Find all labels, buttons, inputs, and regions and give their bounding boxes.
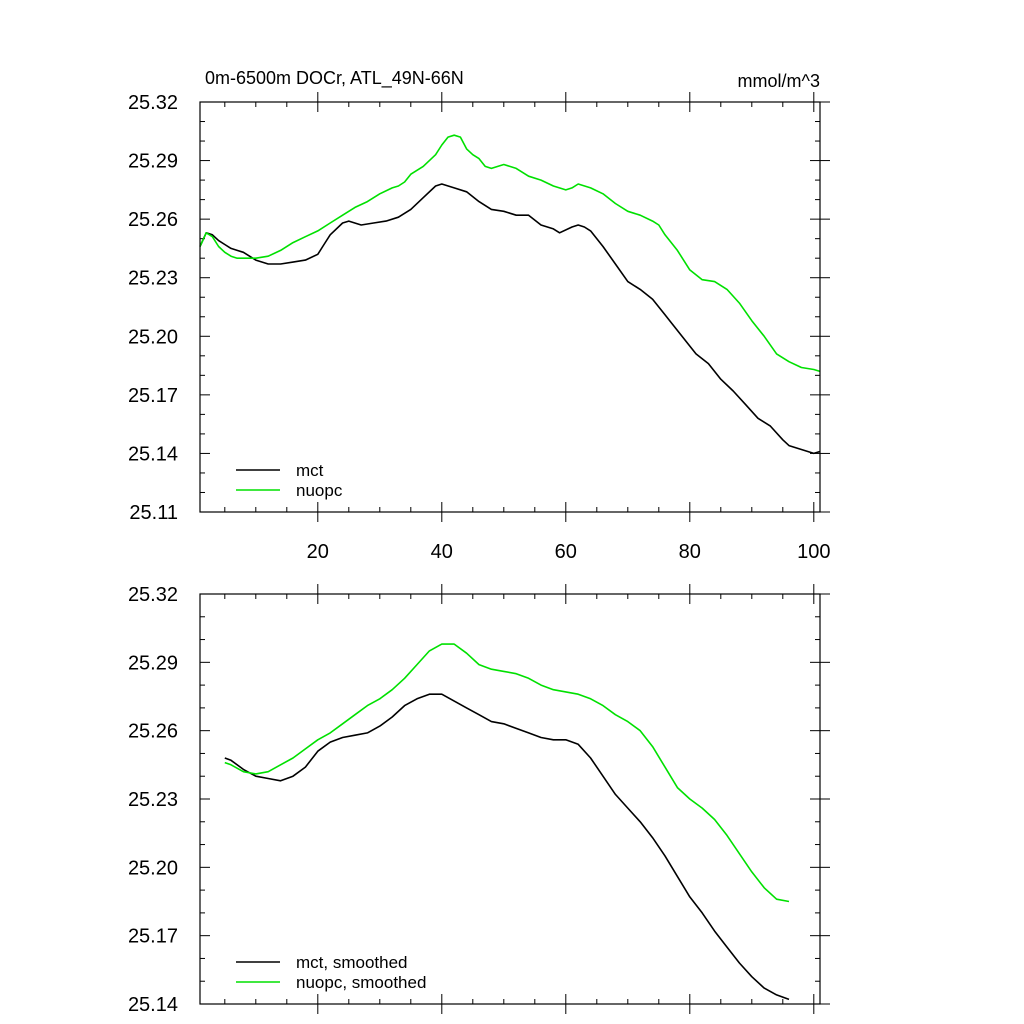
- x-tick-label: 80: [679, 541, 701, 563]
- series-line-nuopc-smoothed: [224, 643, 790, 903]
- x-tick-label: 100: [797, 541, 830, 563]
- units-label: mmol/m^3: [738, 71, 820, 91]
- series-line-mct-smoothed: [224, 693, 790, 1001]
- bottom-panel: 25.32 25.29 25.26 25.23 25.20 25.17 25.14 mct,…: [128, 584, 830, 1016]
- bottom-legend: mct, smoothed nuopc, smoothed: [236, 953, 426, 992]
- y-tick-label: 25.32: [128, 92, 178, 114]
- y-tick-label: 25.32: [128, 584, 178, 606]
- y-tick-label: 25.14: [128, 994, 178, 1016]
- y-tick-label: 25.17: [128, 926, 178, 948]
- legend-label-mct-smoothed: mct, smoothed: [296, 953, 408, 972]
- y-tick-label: 25.20: [128, 326, 178, 348]
- x-tick-label: 40: [431, 541, 453, 563]
- y-tick-label: 25.23: [128, 789, 178, 811]
- series-line-nuopc: [199, 134, 821, 373]
- bottom-plot-frame: [199, 593, 821, 1005]
- bottom-plot-lines: [224, 643, 790, 1001]
- top-legend: mct nuopc: [236, 461, 343, 500]
- y-tick-label: 25.11: [129, 502, 178, 524]
- top-ticks: 20 40 60 80 100 25.32 25.29 25.26 25.23 25.20 25.1…: [128, 92, 830, 563]
- legend-label-nuopc: nuopc: [296, 481, 343, 500]
- legend-label-nuopc-smoothed: nuopc, smoothed: [296, 973, 426, 992]
- y-tick-label: 25.26: [128, 209, 178, 231]
- series-line-mct: [199, 183, 821, 455]
- y-tick-label: 25.20: [128, 857, 178, 879]
- y-tick-label: 25.17: [128, 385, 178, 407]
- y-tick-label: 25.29: [128, 652, 178, 674]
- top-plot-frame: [199, 101, 821, 513]
- y-tick-label: 25.29: [128, 151, 178, 173]
- x-tick-label: 20: [307, 541, 329, 563]
- y-tick-label: 25.26: [128, 721, 178, 743]
- y-tick-label: 25.23: [128, 268, 178, 290]
- top-plot-lines: [199, 134, 821, 455]
- bottom-ticks: 25.32 25.29 25.26 25.23 25.20 25.17 25.14: [128, 584, 830, 1016]
- y-tick-label: 25.14: [128, 443, 178, 465]
- chart-title: 0m-6500m DOCr, ATL_49N-66N: [205, 68, 464, 89]
- legend-label-mct: mct: [296, 461, 324, 480]
- x-tick-label: 60: [555, 541, 577, 563]
- top-panel: 0m-6500m DOCr, ATL_49N-66N mmol/m^3 20 40…: [128, 68, 831, 563]
